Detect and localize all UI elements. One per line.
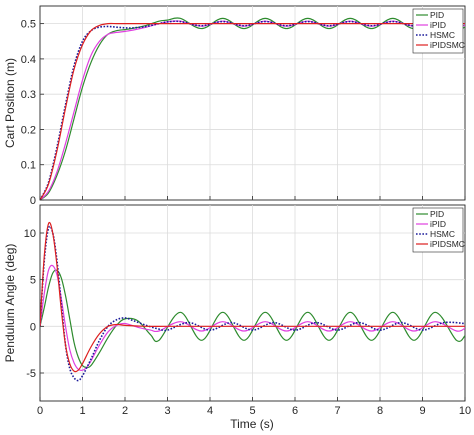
top-x-ticks: [39, 196, 466, 200]
top-series-group: [40, 17, 465, 200]
series-line-pid: [40, 17, 465, 200]
top-y-axis-label: Cart Position (m): [3, 58, 17, 148]
x-tick-label: 0: [37, 405, 43, 417]
y-tick-label: 10: [24, 228, 36, 240]
y-tick-label: -5: [26, 368, 36, 380]
x-tick-label: 1: [79, 405, 85, 417]
series-line-ipidsmc: [40, 22, 465, 200]
legend-label-hsmc: HSMC: [430, 229, 455, 239]
x-tick-label: 8: [377, 405, 383, 417]
legend-label-ipidsmc: iPIDSMC: [430, 239, 465, 249]
top-y-ticks: 0 0.1 0.2 0.3 0.4 0.5: [21, 19, 44, 207]
x-axis-label: Time (s): [230, 417, 274, 431]
x-tick-label: 7: [334, 405, 340, 417]
legend-label-hsmc: HSMC: [430, 30, 455, 40]
legend-box: [412, 207, 464, 253]
top-panel: 00.10.20.30.40.5 Cart Position (m) PIDiP…: [3, 5, 466, 207]
x-tick-label: 9: [419, 405, 425, 417]
bottom-series-group: [40, 221, 465, 382]
x-tick-label: 4: [207, 405, 213, 417]
bottom-x-ticks: 0 1 2 3 4 5 6 7 8 9 10: [37, 397, 471, 417]
y-tick-label: 0: [30, 195, 36, 207]
y-tick-label: 0.1: [21, 160, 36, 172]
x-tick-label: 6: [292, 405, 298, 417]
x-tick-label: 10: [459, 405, 471, 417]
legend-label-ipid: iPID: [430, 219, 446, 229]
bottom-panel: 0 1 2 3 4 5 6 7 8 9 10 -5 0 5 10 Pendulum Angle (deg)…: [3, 204, 471, 431]
series-line-pid: [40, 269, 465, 369]
y-tick-label: 0.2: [21, 124, 36, 136]
bottom-y-ticks: -5 0 5 10: [24, 228, 44, 380]
x-tick-label: 2: [122, 405, 128, 417]
series-line-ipid: [40, 20, 465, 200]
y-tick-label: 0.5: [21, 19, 36, 31]
series-line-ipid: [40, 264, 465, 371]
x-tick-label: 5: [249, 405, 255, 417]
legend-label-pid: PID: [430, 10, 444, 20]
legend-label-ipid: iPID: [430, 20, 446, 30]
bottom-y-axis-label: Pendulum Angle (deg): [3, 244, 17, 363]
y-tick-label: 5: [30, 275, 36, 287]
legend-label-pid: PID: [430, 209, 444, 219]
series-line-ipidsmc: [40, 221, 465, 373]
y-tick-label: 0: [30, 321, 36, 333]
y-tick-label: 0.3: [21, 89, 36, 101]
y-tick-label: 0.4: [21, 54, 36, 66]
legend-label-ipidsmc: iPIDSMC: [430, 40, 465, 50]
x-tick-label: 3: [164, 405, 170, 417]
legend-box: [412, 8, 464, 54]
